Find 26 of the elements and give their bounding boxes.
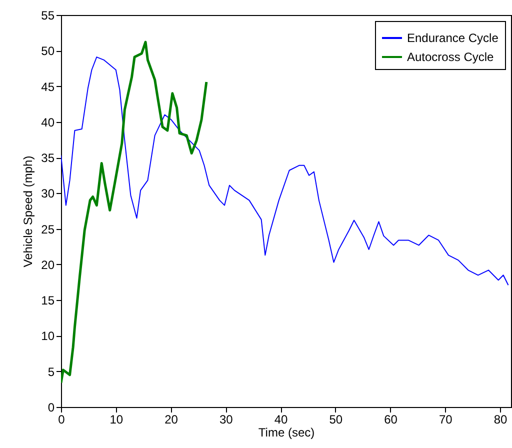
y-tick-label: 0 <box>48 400 55 414</box>
x-tick-label: 80 <box>494 412 508 426</box>
y-tick-label: 30 <box>41 186 55 201</box>
y-tick-label: 10 <box>41 329 55 344</box>
y-tick-label: 15 <box>41 294 55 308</box>
y-tick-label: 25 <box>41 222 55 236</box>
y-tick-label: 40 <box>41 115 55 130</box>
x-tick-label: 60 <box>384 412 398 426</box>
x-tick-label: 50 <box>329 412 343 426</box>
y-tick-label: 35 <box>41 151 55 166</box>
y-tick-label: 45 <box>41 80 55 94</box>
legend-label: Endurance Cycle <box>407 31 499 45</box>
x-tick-label: 0 <box>58 412 66 426</box>
x-tick-label: 30 <box>219 412 234 426</box>
x-tick-label: 70 <box>438 412 453 426</box>
x-axis-title: Time (sec) <box>258 426 315 440</box>
x-tick-label: 10 <box>110 412 124 426</box>
y-axis-title: Vehicle Speed (mph) <box>21 156 36 268</box>
y-tick-label: 20 <box>41 258 55 272</box>
y-tick-label: 55 <box>41 8 55 22</box>
y-tick-label: 50 <box>41 44 55 58</box>
x-tick-label: 40 <box>274 412 288 426</box>
line-series <box>61 40 208 384</box>
x-tick-label: 20 <box>164 412 178 426</box>
y-tick-label: 5 <box>48 364 55 379</box>
legend-label: Autocross Cycle <box>407 50 494 64</box>
